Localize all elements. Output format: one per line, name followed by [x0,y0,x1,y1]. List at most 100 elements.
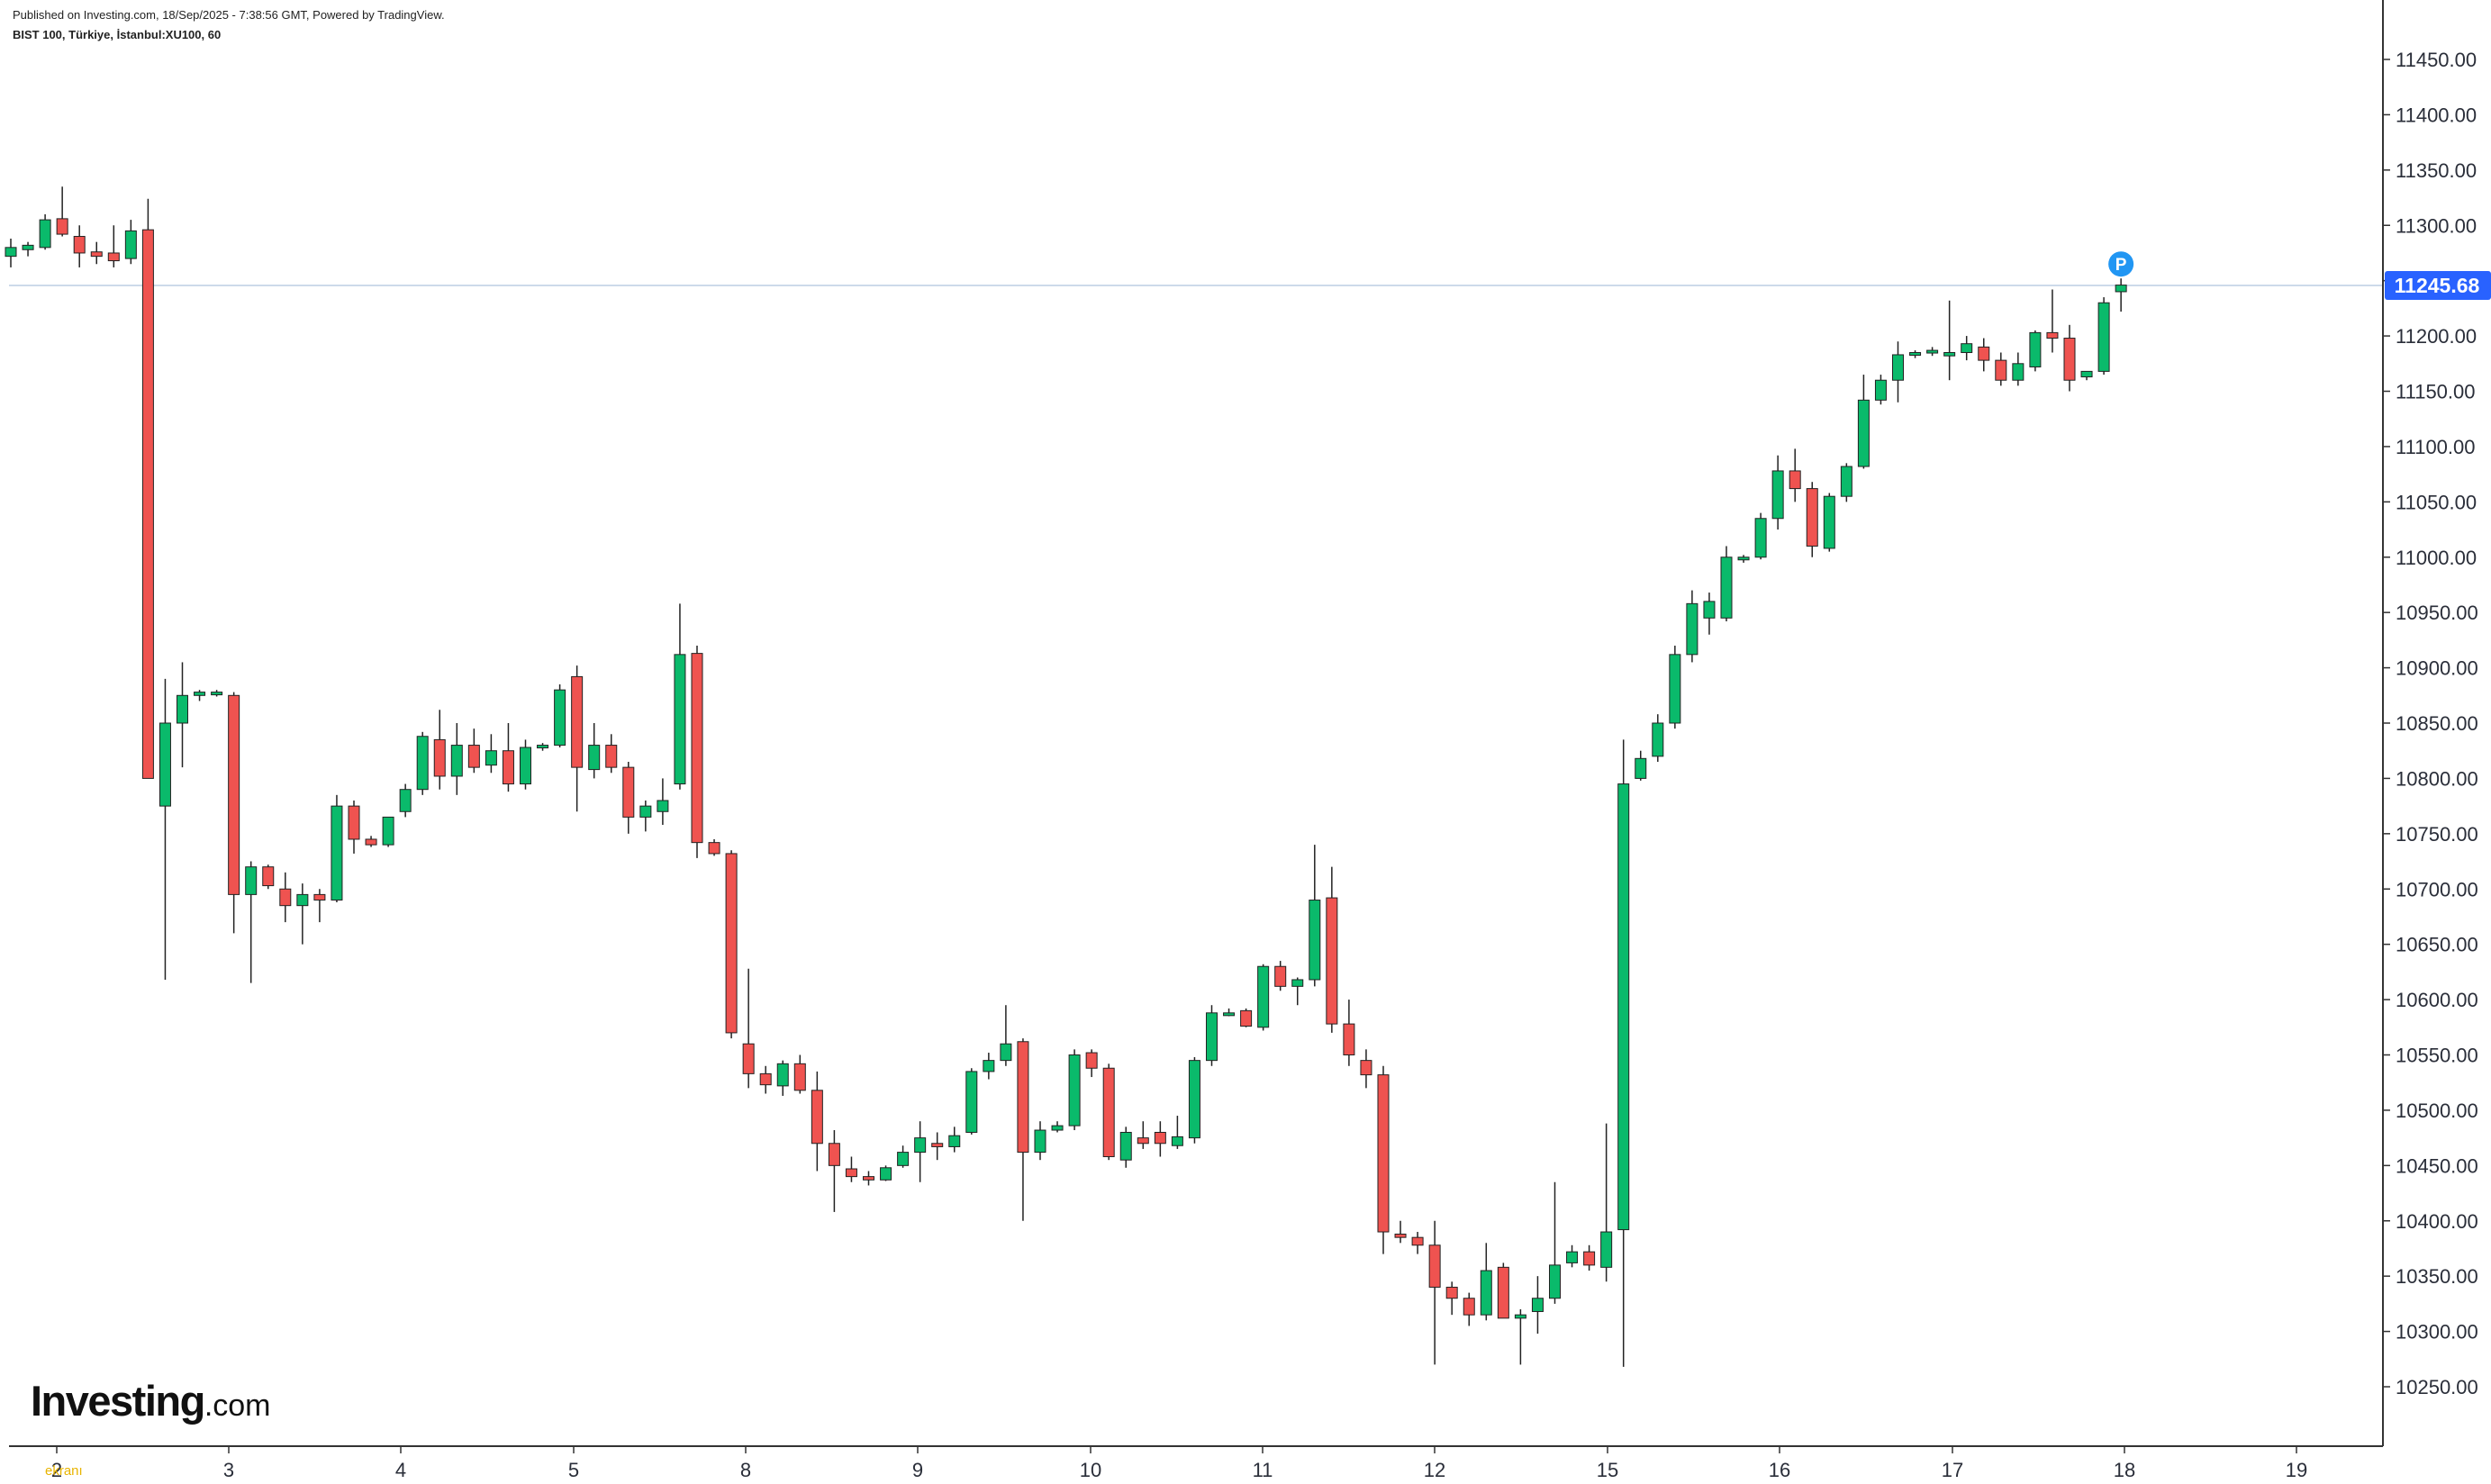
candle-up[interactable] [39,219,51,249]
candle-up[interactable] [1686,602,1698,656]
candle-up[interactable] [1754,518,1767,558]
candle-up[interactable] [965,1071,978,1133]
candle-up[interactable] [2115,285,2127,293]
candle-up[interactable] [1874,379,1887,401]
candle-up[interactable] [554,689,566,747]
candle-up[interactable] [1961,343,1973,354]
candle-up[interactable] [1943,352,1956,357]
candle-down[interactable] [1411,1236,1424,1246]
candle-up[interactable] [880,1167,892,1181]
candle-up[interactable] [1617,783,1630,1231]
candle-up[interactable] [1600,1231,1613,1268]
candle-down[interactable] [107,252,120,262]
candle-up[interactable] [1703,601,1716,619]
candle-down[interactable] [1377,1074,1390,1233]
candle-up[interactable] [2012,363,2025,381]
y-axis[interactable]: 10250.00 10300.00 10350.00 10400.00 10450.00… [2382,0,2478,1446]
candle-down[interactable] [759,1072,772,1086]
candle-down[interactable] [863,1176,874,1181]
candle-up[interactable] [1171,1136,1183,1146]
candle-down[interactable] [1360,1060,1372,1076]
candle-down[interactable] [348,805,360,840]
candle-up[interactable] [399,789,412,812]
candle-down[interactable] [1428,1244,1441,1288]
candle-up[interactable] [537,745,549,749]
candle-up[interactable] [1514,1314,1526,1319]
candle-up[interactable] [1291,979,1304,987]
candle-down[interactable] [725,853,738,1034]
candle-up[interactable] [485,750,497,766]
candle-down[interactable] [1154,1131,1166,1145]
candle-up[interactable] [382,816,394,846]
candle-up[interactable] [296,893,309,907]
candle-down[interactable] [2063,338,2076,381]
candle-down[interactable] [1017,1041,1029,1154]
candle-up[interactable] [1737,556,1750,561]
candle-up[interactable] [1669,654,1681,724]
candle-down[interactable] [1137,1137,1149,1145]
candle-up[interactable] [948,1135,961,1147]
candle-up[interactable] [416,736,429,791]
x-axis[interactable]: 2 3 4 5 8 9 10 11 12 15 16 17 18 19 [9,1445,2383,1481]
candle-down[interactable] [56,218,68,235]
candle-down[interactable] [1463,1298,1475,1316]
candle-down[interactable] [262,866,275,887]
candle-up[interactable] [674,654,686,785]
candle-up[interactable] [983,1060,995,1072]
candle-down[interactable] [1789,470,1801,490]
candle-up[interactable] [1188,1060,1200,1139]
candle-up[interactable] [1000,1043,1012,1062]
candle-down[interactable] [1583,1251,1596,1266]
candle-down[interactable] [811,1090,823,1145]
candle-down[interactable] [931,1143,944,1147]
candle-down[interactable] [1445,1286,1458,1299]
candle-down[interactable] [742,1043,755,1074]
candle-up[interactable] [1892,354,1904,381]
candle-up[interactable] [1068,1054,1081,1127]
candle-down[interactable] [90,251,103,258]
candle-up[interactable] [194,692,206,696]
candle-up[interactable] [1823,495,1835,549]
candle-down[interactable] [1085,1052,1098,1069]
candle-up[interactable] [1635,757,1647,779]
candle-up[interactable] [1720,556,1733,619]
candle-up[interactable] [1480,1270,1492,1316]
candle-down[interactable] [1274,965,1287,987]
candle-down[interactable] [1995,359,2007,381]
candle-down[interactable] [622,766,635,818]
candle-down[interactable] [467,745,480,768]
candle-up[interactable] [331,805,343,901]
candle-down[interactable] [605,745,618,768]
candle-up[interactable] [1652,722,1664,757]
candle-up[interactable] [1566,1251,1579,1263]
candle-down[interactable] [793,1063,806,1091]
candle-down[interactable] [1497,1266,1509,1319]
candle-up[interactable] [1119,1131,1132,1161]
candle-up[interactable] [588,745,601,771]
candle-up[interactable] [1034,1129,1046,1154]
candle-down[interactable] [1394,1233,1407,1238]
candle-up[interactable] [1223,1012,1236,1017]
candle-down[interactable] [1978,346,1990,361]
candle-up[interactable] [520,747,531,785]
candle-up[interactable] [1309,900,1321,981]
candle-up[interactable] [211,692,223,696]
candle-down[interactable] [1240,1009,1253,1027]
candle-up[interactable] [124,230,137,259]
candle-down[interactable] [691,653,703,844]
candle-up[interactable] [2097,302,2110,372]
candle-down[interactable] [502,750,514,785]
candle-down[interactable] [141,229,154,779]
candle-down[interactable] [2046,331,2059,339]
candle-down[interactable] [845,1168,857,1178]
candle-down[interactable] [1326,897,1338,1025]
candle-up[interactable] [1206,1012,1218,1062]
candle-down[interactable] [433,738,446,777]
candle-down[interactable] [73,236,86,254]
candle-down[interactable] [708,842,720,855]
p-marker-icon[interactable]: P [2108,251,2134,277]
candle-up[interactable] [1549,1264,1561,1299]
candle-up[interactable] [639,805,652,818]
candle-up[interactable] [5,247,17,258]
candle-up[interactable] [1531,1298,1544,1312]
